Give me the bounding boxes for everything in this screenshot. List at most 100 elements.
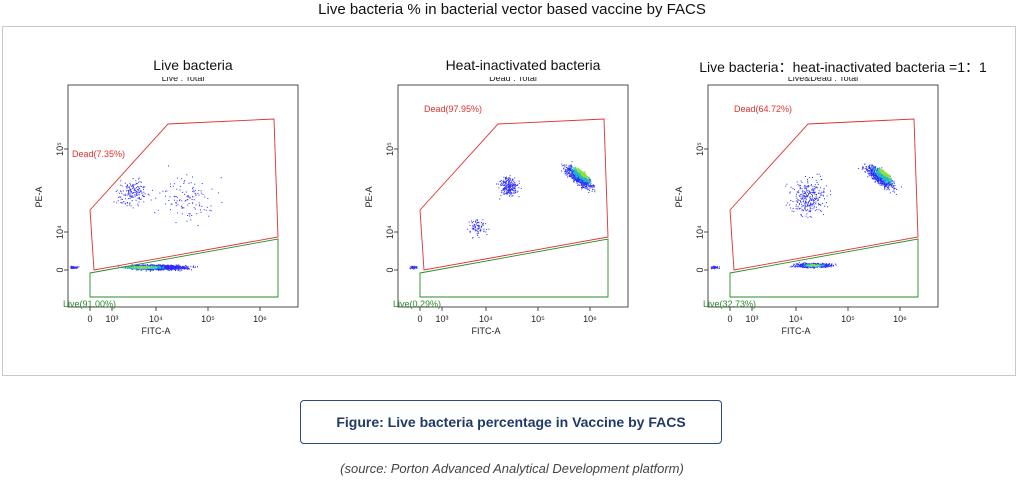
event-dot <box>571 173 573 175</box>
event-dot <box>877 175 879 176</box>
event-dot <box>583 187 585 188</box>
event-dot <box>506 188 508 190</box>
event-dot <box>179 199 181 201</box>
event-dot <box>875 169 877 171</box>
event-dot <box>586 184 588 186</box>
event-dot <box>478 225 480 227</box>
event-dot <box>868 175 870 177</box>
y-tick-label: 0 <box>55 267 65 272</box>
facs-plot-mixed: Live&Dead : TotalDead(64.72%)Live(32.73%… <box>674 77 939 336</box>
event-dot <box>178 268 179 270</box>
event-dot <box>893 180 895 182</box>
panel-title: Live bacteria：heat-inactivated bacteria … <box>699 59 987 75</box>
event-dot <box>146 269 148 271</box>
event-dot <box>514 192 516 194</box>
event-dot <box>585 180 587 182</box>
event-dot <box>511 181 513 183</box>
event-dot <box>159 268 161 270</box>
event-dot <box>410 268 411 270</box>
event-dot <box>582 179 584 181</box>
event-dot <box>513 187 515 189</box>
event-dot <box>892 190 894 192</box>
event-dot <box>195 204 197 206</box>
event-dot <box>123 201 125 203</box>
event-dot <box>573 171 575 173</box>
event-dot <box>580 177 582 179</box>
event-dot <box>508 188 510 189</box>
event-dot <box>182 266 184 268</box>
event-dot <box>514 183 515 185</box>
event-dot <box>164 266 166 268</box>
event-dot <box>170 266 172 268</box>
event-dot <box>582 185 584 187</box>
event-dot <box>476 229 478 231</box>
event-dot <box>882 178 884 180</box>
event-dot <box>139 265 141 267</box>
event-dot <box>889 181 890 182</box>
event-dot <box>564 164 566 166</box>
x-tick-label: 10⁴ <box>479 314 493 324</box>
event-dot <box>875 168 877 170</box>
event-dot <box>581 188 583 190</box>
event-dot <box>509 189 511 191</box>
event-dot <box>883 172 885 174</box>
panel-title: Heat-inactivated bacteria <box>445 57 601 73</box>
panel-title: Live bacteria <box>153 57 233 73</box>
event-dot <box>471 220 473 222</box>
event-dot <box>872 173 874 175</box>
event-dot <box>893 183 895 185</box>
event-dot <box>173 268 175 270</box>
event-dot <box>585 188 587 190</box>
event-dot <box>890 183 892 185</box>
y-tick-label: 10⁵ <box>385 142 395 156</box>
event-dot <box>580 182 582 184</box>
plot-subtitle: Live&Dead : Total <box>788 77 858 83</box>
event-dot <box>574 179 576 181</box>
event-dot <box>591 185 593 187</box>
event-dot <box>477 227 479 229</box>
event-dot <box>579 171 581 173</box>
event-dot <box>872 178 874 180</box>
event-dot <box>574 179 576 181</box>
event-dot <box>886 173 887 175</box>
event-dot <box>210 205 212 207</box>
event-dot <box>190 182 192 184</box>
event-dot <box>509 195 510 197</box>
event-dot <box>867 172 869 174</box>
event-dot <box>134 265 136 267</box>
event-dot <box>873 174 875 176</box>
scatter-dots <box>70 165 223 272</box>
event-dot <box>579 169 580 171</box>
event-dot <box>582 177 584 179</box>
event-dot <box>576 178 578 180</box>
event-dot <box>505 182 506 184</box>
event-dot <box>210 210 212 212</box>
event-dot <box>568 171 570 173</box>
event-dot <box>411 266 413 268</box>
event-dot <box>585 185 587 187</box>
event-dot <box>878 181 880 183</box>
event-dot <box>175 265 177 267</box>
x-tick-label: 10⁵ <box>201 314 215 324</box>
event-dot <box>579 175 581 177</box>
event-dot <box>121 192 123 194</box>
event-dot <box>574 169 575 171</box>
event-dot <box>576 181 578 183</box>
event-dot <box>155 197 157 199</box>
event-dot <box>125 268 127 269</box>
event-dot <box>188 267 190 269</box>
event-dot <box>415 266 417 268</box>
event-dot <box>572 173 574 175</box>
event-dot <box>578 180 580 182</box>
event-dot <box>138 269 140 271</box>
event-dot <box>480 228 482 230</box>
event-dot <box>128 195 130 197</box>
event-dot <box>585 175 587 177</box>
event-dot <box>164 203 166 205</box>
event-dot <box>169 269 171 271</box>
event-dot <box>134 187 136 189</box>
event-dot <box>486 228 488 230</box>
event-dot <box>884 187 886 188</box>
event-dot <box>129 183 131 185</box>
event-dot <box>125 190 127 192</box>
